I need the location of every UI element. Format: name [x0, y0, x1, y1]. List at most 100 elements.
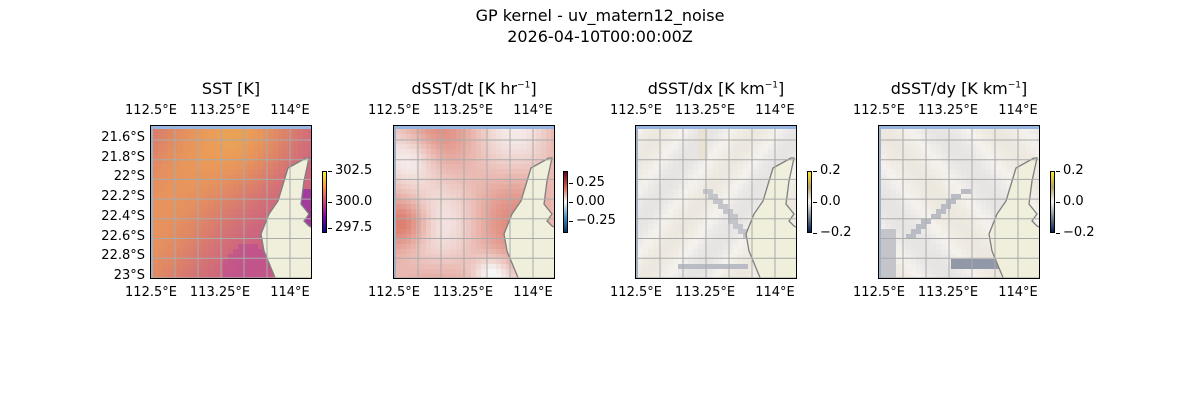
data-cell [718, 209, 723, 214]
data-cell [178, 134, 183, 139]
data-cell [551, 204, 554, 209]
data-cell [421, 159, 426, 164]
colorbar-tick-label: 300.0 [327, 194, 373, 209]
colorbar-tick-label: 302.5 [327, 163, 373, 178]
data-cell [763, 139, 768, 144]
data-cell [228, 259, 233, 264]
data-cell [1031, 179, 1036, 184]
data-cell [183, 259, 188, 264]
data-cell [421, 244, 426, 249]
data-cell [411, 234, 416, 239]
data-cell [663, 254, 668, 259]
data-cell [153, 144, 158, 149]
data-cell [693, 184, 698, 189]
data-cell [188, 129, 193, 134]
data-cell [426, 139, 431, 144]
data-cell [411, 194, 416, 199]
data-cell [233, 189, 238, 194]
data-cell [956, 189, 961, 194]
data-cell [283, 159, 288, 164]
data-cell [653, 234, 658, 239]
data-cell [996, 164, 1001, 169]
data-cell [421, 174, 426, 179]
data-cell [966, 169, 971, 174]
data-cell [668, 134, 673, 139]
data-cell [728, 139, 733, 144]
data-cell [441, 214, 446, 219]
data-cell [936, 219, 941, 224]
data-cell [511, 269, 516, 274]
data-cell [698, 254, 703, 259]
data-cell [253, 249, 258, 254]
data-cell [223, 229, 228, 234]
data-cell [466, 254, 471, 259]
data-cell [268, 194, 273, 199]
data-cell [688, 244, 693, 249]
data-cell [228, 249, 233, 254]
lon-tick-label: 114°E [755, 285, 795, 300]
data-cell [411, 174, 416, 179]
data-cell [471, 134, 476, 139]
data-cell [303, 139, 308, 144]
data-cell [431, 164, 436, 169]
data-cell [258, 169, 263, 174]
data-cell [663, 264, 668, 269]
data-cell [896, 264, 901, 269]
data-cell [188, 184, 193, 189]
data-cell [431, 144, 436, 149]
data-cell [648, 159, 653, 164]
data-cell [481, 264, 486, 269]
data-cell [163, 214, 168, 219]
data-cell [158, 259, 163, 264]
data-cell [966, 199, 971, 204]
data-cell [941, 239, 946, 244]
data-cell [198, 254, 203, 259]
data-cell [213, 169, 218, 174]
data-cell [401, 259, 406, 264]
data-cell [673, 254, 678, 259]
data-cell [886, 189, 891, 194]
data-cell [748, 209, 753, 214]
data-cell [673, 139, 678, 144]
data-cell [248, 139, 253, 144]
data-cell [638, 244, 643, 249]
data-cell [921, 144, 926, 149]
data-cell [748, 199, 753, 204]
data-cell [406, 184, 411, 189]
data-cell [421, 204, 426, 209]
data-cell [911, 264, 916, 269]
data-cell [551, 209, 554, 214]
data-cell [471, 239, 476, 244]
data-cell [906, 219, 911, 224]
data-cell [643, 184, 648, 189]
data-cell [208, 179, 213, 184]
data-cell [906, 209, 911, 214]
data-cell [653, 189, 658, 194]
data-cell [486, 244, 491, 249]
data-cell [996, 184, 1001, 189]
data-cell [648, 209, 653, 214]
data-cell [638, 149, 643, 154]
data-cell [273, 194, 278, 199]
data-cell [511, 134, 516, 139]
data-cell [228, 144, 233, 149]
data-cell [243, 134, 248, 139]
data-cell [916, 194, 921, 199]
data-cell [163, 189, 168, 194]
data-cell [956, 194, 961, 199]
data-cell [753, 169, 758, 174]
data-cell [446, 264, 451, 269]
data-cell [951, 139, 956, 144]
data-cell [886, 209, 891, 214]
data-cell [298, 134, 303, 139]
data-cell [643, 159, 648, 164]
data-cell [991, 204, 996, 209]
data-cell [163, 264, 168, 269]
data-cell [748, 154, 753, 159]
data-cell [683, 224, 688, 229]
data-cell [431, 169, 436, 174]
data-cell [253, 199, 258, 204]
data-cell [688, 234, 693, 239]
data-cell [693, 154, 698, 159]
data-cell [158, 129, 163, 134]
